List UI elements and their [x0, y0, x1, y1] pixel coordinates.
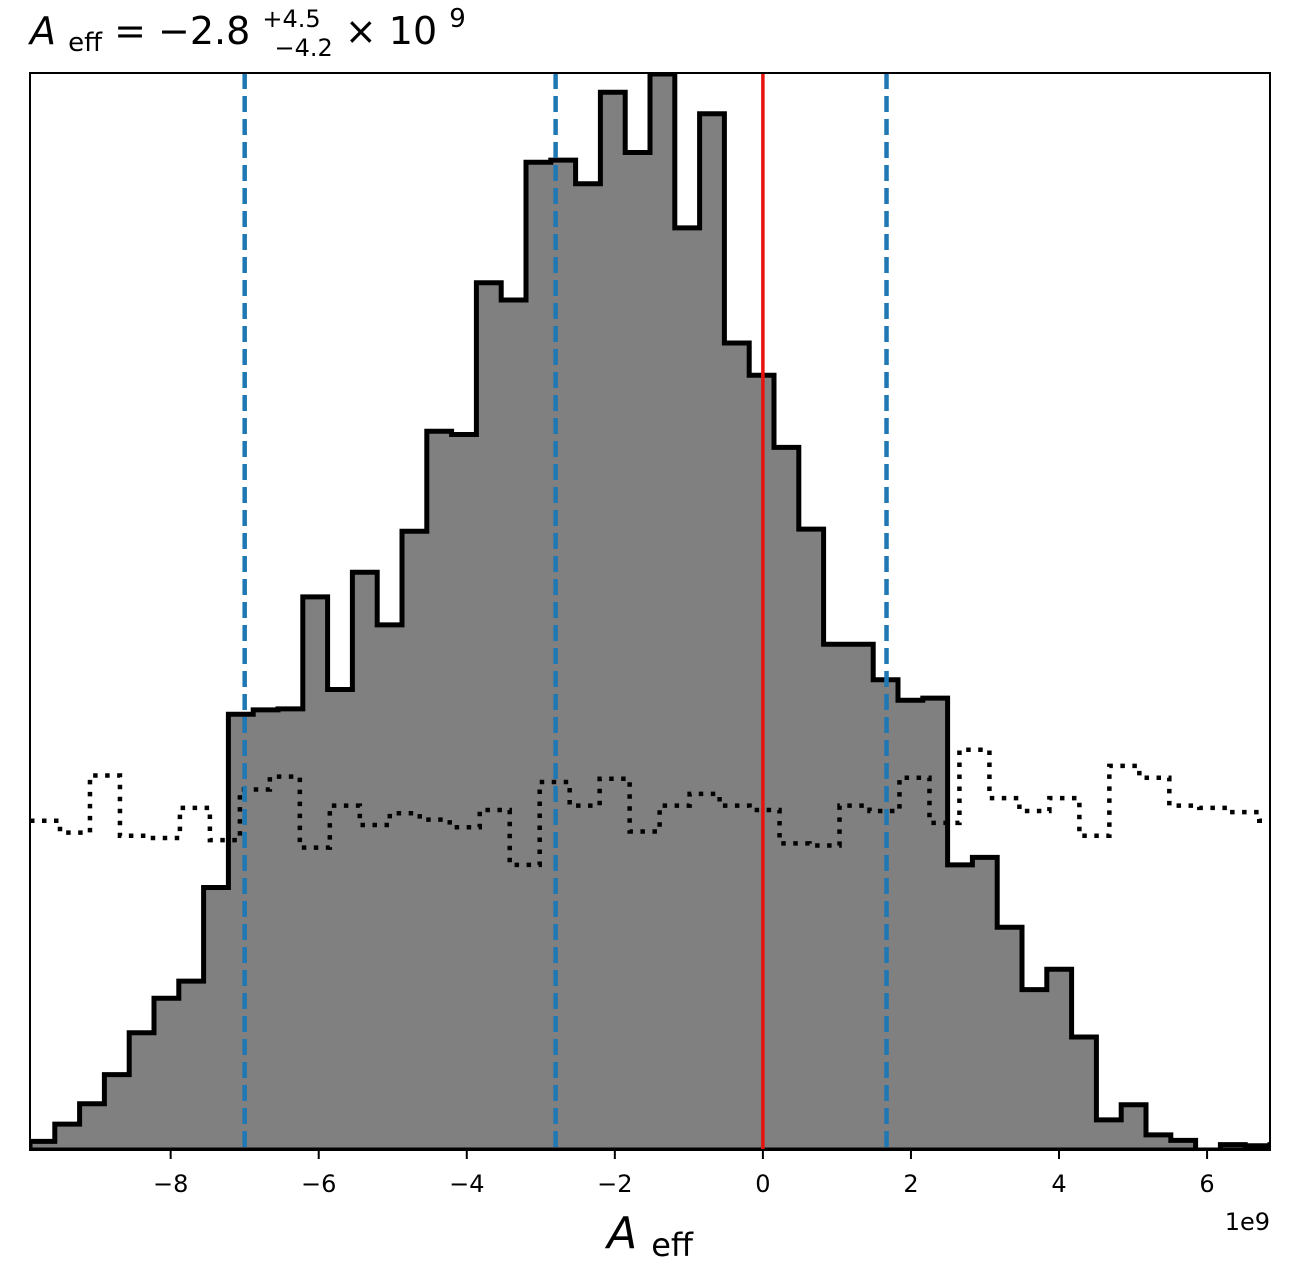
x-tick-label: −2	[597, 1170, 632, 1198]
reference-lines	[242, 73, 889, 1150]
x-tick-label: 6	[1199, 1170, 1214, 1198]
title-upper-error: +4.5	[262, 5, 320, 33]
chart-title: A eff = −2.8 +4.5 −4.2 × 10 9	[27, 0, 466, 65]
title-exponent: 9	[449, 4, 466, 34]
x-tick-label: −6	[301, 1170, 336, 1198]
x-axis-label: A eff	[604, 1208, 694, 1264]
posterior-histogram	[30, 73, 1270, 1150]
xlabel-symbol: A	[604, 1208, 637, 1259]
xlabel-subscript: eff	[651, 1226, 694, 1264]
x-tick-label: 2	[903, 1170, 918, 1198]
x-tick-label: −8	[153, 1170, 188, 1198]
title-times-ten: × 10	[345, 9, 437, 53]
x-axis-offset-label: 1e9	[1225, 1208, 1270, 1236]
axes-frame	[29, 72, 1271, 1151]
title-value: −2.8	[158, 9, 250, 53]
title-symbol-subscript: eff	[68, 28, 103, 58]
x-axis-ticks: −8 −6 −4 −2 0 2 4 6	[153, 1150, 1215, 1198]
title-symbol: A	[27, 9, 56, 53]
plot-area	[30, 73, 1270, 1150]
x-tick-label: −4	[449, 1170, 484, 1198]
x-tick-label: 4	[1051, 1170, 1066, 1198]
title-lower-error: −4.2	[275, 34, 333, 62]
x-tick-label: 0	[755, 1170, 770, 1198]
title-equals: =	[114, 9, 158, 53]
